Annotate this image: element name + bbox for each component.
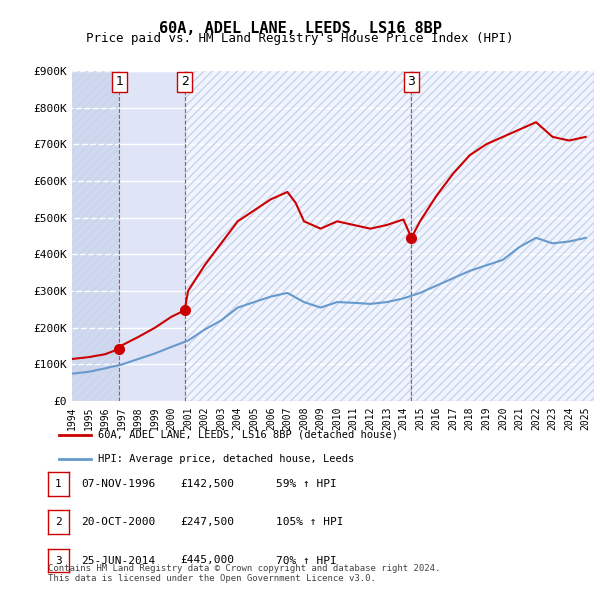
Text: 1: 1	[115, 76, 123, 88]
Bar	[72, 71, 119, 401]
Text: 25-JUN-2014: 25-JUN-2014	[81, 556, 155, 565]
Text: 60A, ADEL LANE, LEEDS, LS16 8BP: 60A, ADEL LANE, LEEDS, LS16 8BP	[158, 21, 442, 35]
Text: 2: 2	[181, 76, 188, 88]
Text: 60A, ADEL LANE, LEEDS, LS16 8BP (detached house): 60A, ADEL LANE, LEEDS, LS16 8BP (detache…	[98, 430, 398, 440]
Text: 105% ↑ HPI: 105% ↑ HPI	[276, 517, 343, 527]
Text: £445,000: £445,000	[180, 556, 234, 565]
Text: Contains HM Land Registry data © Crown copyright and database right 2024.
This d: Contains HM Land Registry data © Crown c…	[48, 563, 440, 583]
Text: 1: 1	[55, 479, 62, 489]
Text: 20-OCT-2000: 20-OCT-2000	[81, 517, 155, 527]
Text: £247,500: £247,500	[180, 517, 234, 527]
Text: 07-NOV-1996: 07-NOV-1996	[81, 479, 155, 489]
Bar	[119, 71, 185, 401]
Text: £142,500: £142,500	[180, 479, 234, 489]
Text: Price paid vs. HM Land Registry's House Price Index (HPI): Price paid vs. HM Land Registry's House …	[86, 32, 514, 45]
Bar	[185, 71, 412, 401]
Bar	[412, 71, 594, 401]
Text: 59% ↑ HPI: 59% ↑ HPI	[276, 479, 337, 489]
Text: HPI: Average price, detached house, Leeds: HPI: Average price, detached house, Leed…	[98, 454, 355, 464]
Bar	[72, 71, 119, 401]
Text: 2: 2	[55, 517, 62, 527]
Text: 3: 3	[55, 556, 62, 565]
Text: 3: 3	[407, 76, 415, 88]
Text: 70% ↑ HPI: 70% ↑ HPI	[276, 556, 337, 565]
